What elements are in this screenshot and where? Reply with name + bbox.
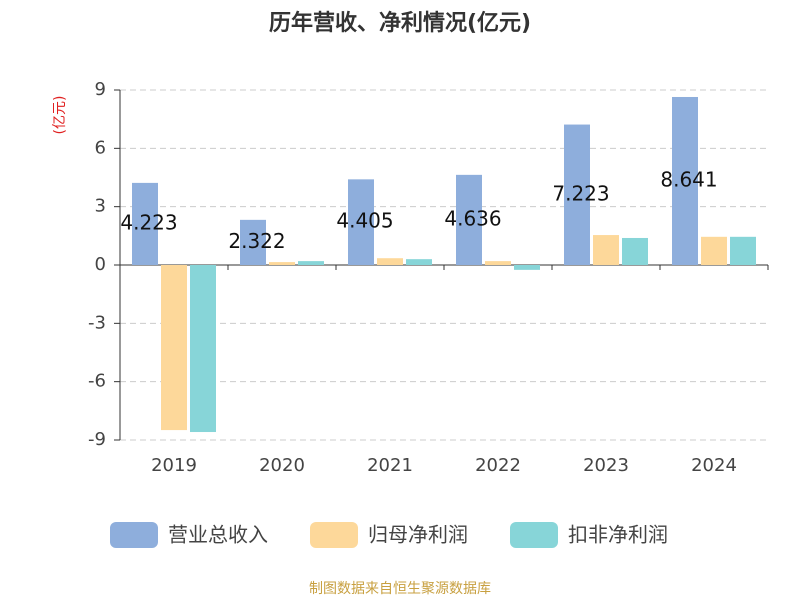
y-tick-label: 6 xyxy=(95,137,106,158)
data-label: 2.322 xyxy=(228,229,285,253)
bar xyxy=(298,261,324,265)
source-note: 制图数据来自恒生聚源数据库 xyxy=(309,581,491,597)
bar xyxy=(161,265,187,431)
bar xyxy=(269,262,295,265)
legend-label: 营业总收入 xyxy=(168,523,268,547)
bar xyxy=(730,236,756,265)
data-label: 4.405 xyxy=(336,209,393,233)
y-tick-label: -3 xyxy=(88,312,106,333)
x-tick-label: 2019 xyxy=(151,455,197,476)
y-tick-label: 0 xyxy=(95,254,106,275)
bar xyxy=(622,237,648,265)
bar xyxy=(701,236,727,265)
bar xyxy=(190,265,216,433)
bar xyxy=(132,182,158,265)
y-tick-label: 3 xyxy=(95,196,106,217)
bar xyxy=(406,259,432,265)
bar xyxy=(377,258,403,265)
y-tick-label: -9 xyxy=(88,429,106,450)
x-tick-label: 2020 xyxy=(259,455,305,476)
bar xyxy=(348,179,374,265)
bar xyxy=(564,124,590,265)
x-tick-label: 2022 xyxy=(475,455,521,476)
bar xyxy=(593,235,619,265)
bar xyxy=(672,96,698,265)
chart-title: 历年营收、净利情况(亿元) xyxy=(269,10,531,36)
legend-swatch xyxy=(510,522,558,548)
data-label: 7.223 xyxy=(552,181,609,205)
bar xyxy=(514,265,540,270)
bar xyxy=(240,219,266,265)
legend-swatch xyxy=(110,522,158,548)
y-tick-label: -6 xyxy=(88,371,106,392)
x-tick-label: 2023 xyxy=(583,455,629,476)
x-tick-label: 2021 xyxy=(367,455,413,476)
legend-label: 扣非净利润 xyxy=(568,523,668,547)
data-label: 4.223 xyxy=(120,210,177,234)
y-axis-label: (亿元) xyxy=(52,96,68,135)
x-tick-label: 2024 xyxy=(691,455,737,476)
data-label: 8.641 xyxy=(660,167,717,191)
legend-swatch xyxy=(310,522,358,548)
y-tick-label: 9 xyxy=(95,79,106,100)
bar xyxy=(485,261,511,265)
legend-label: 归母净利润 xyxy=(368,523,468,547)
data-label: 4.636 xyxy=(444,206,501,230)
bar xyxy=(456,174,482,265)
